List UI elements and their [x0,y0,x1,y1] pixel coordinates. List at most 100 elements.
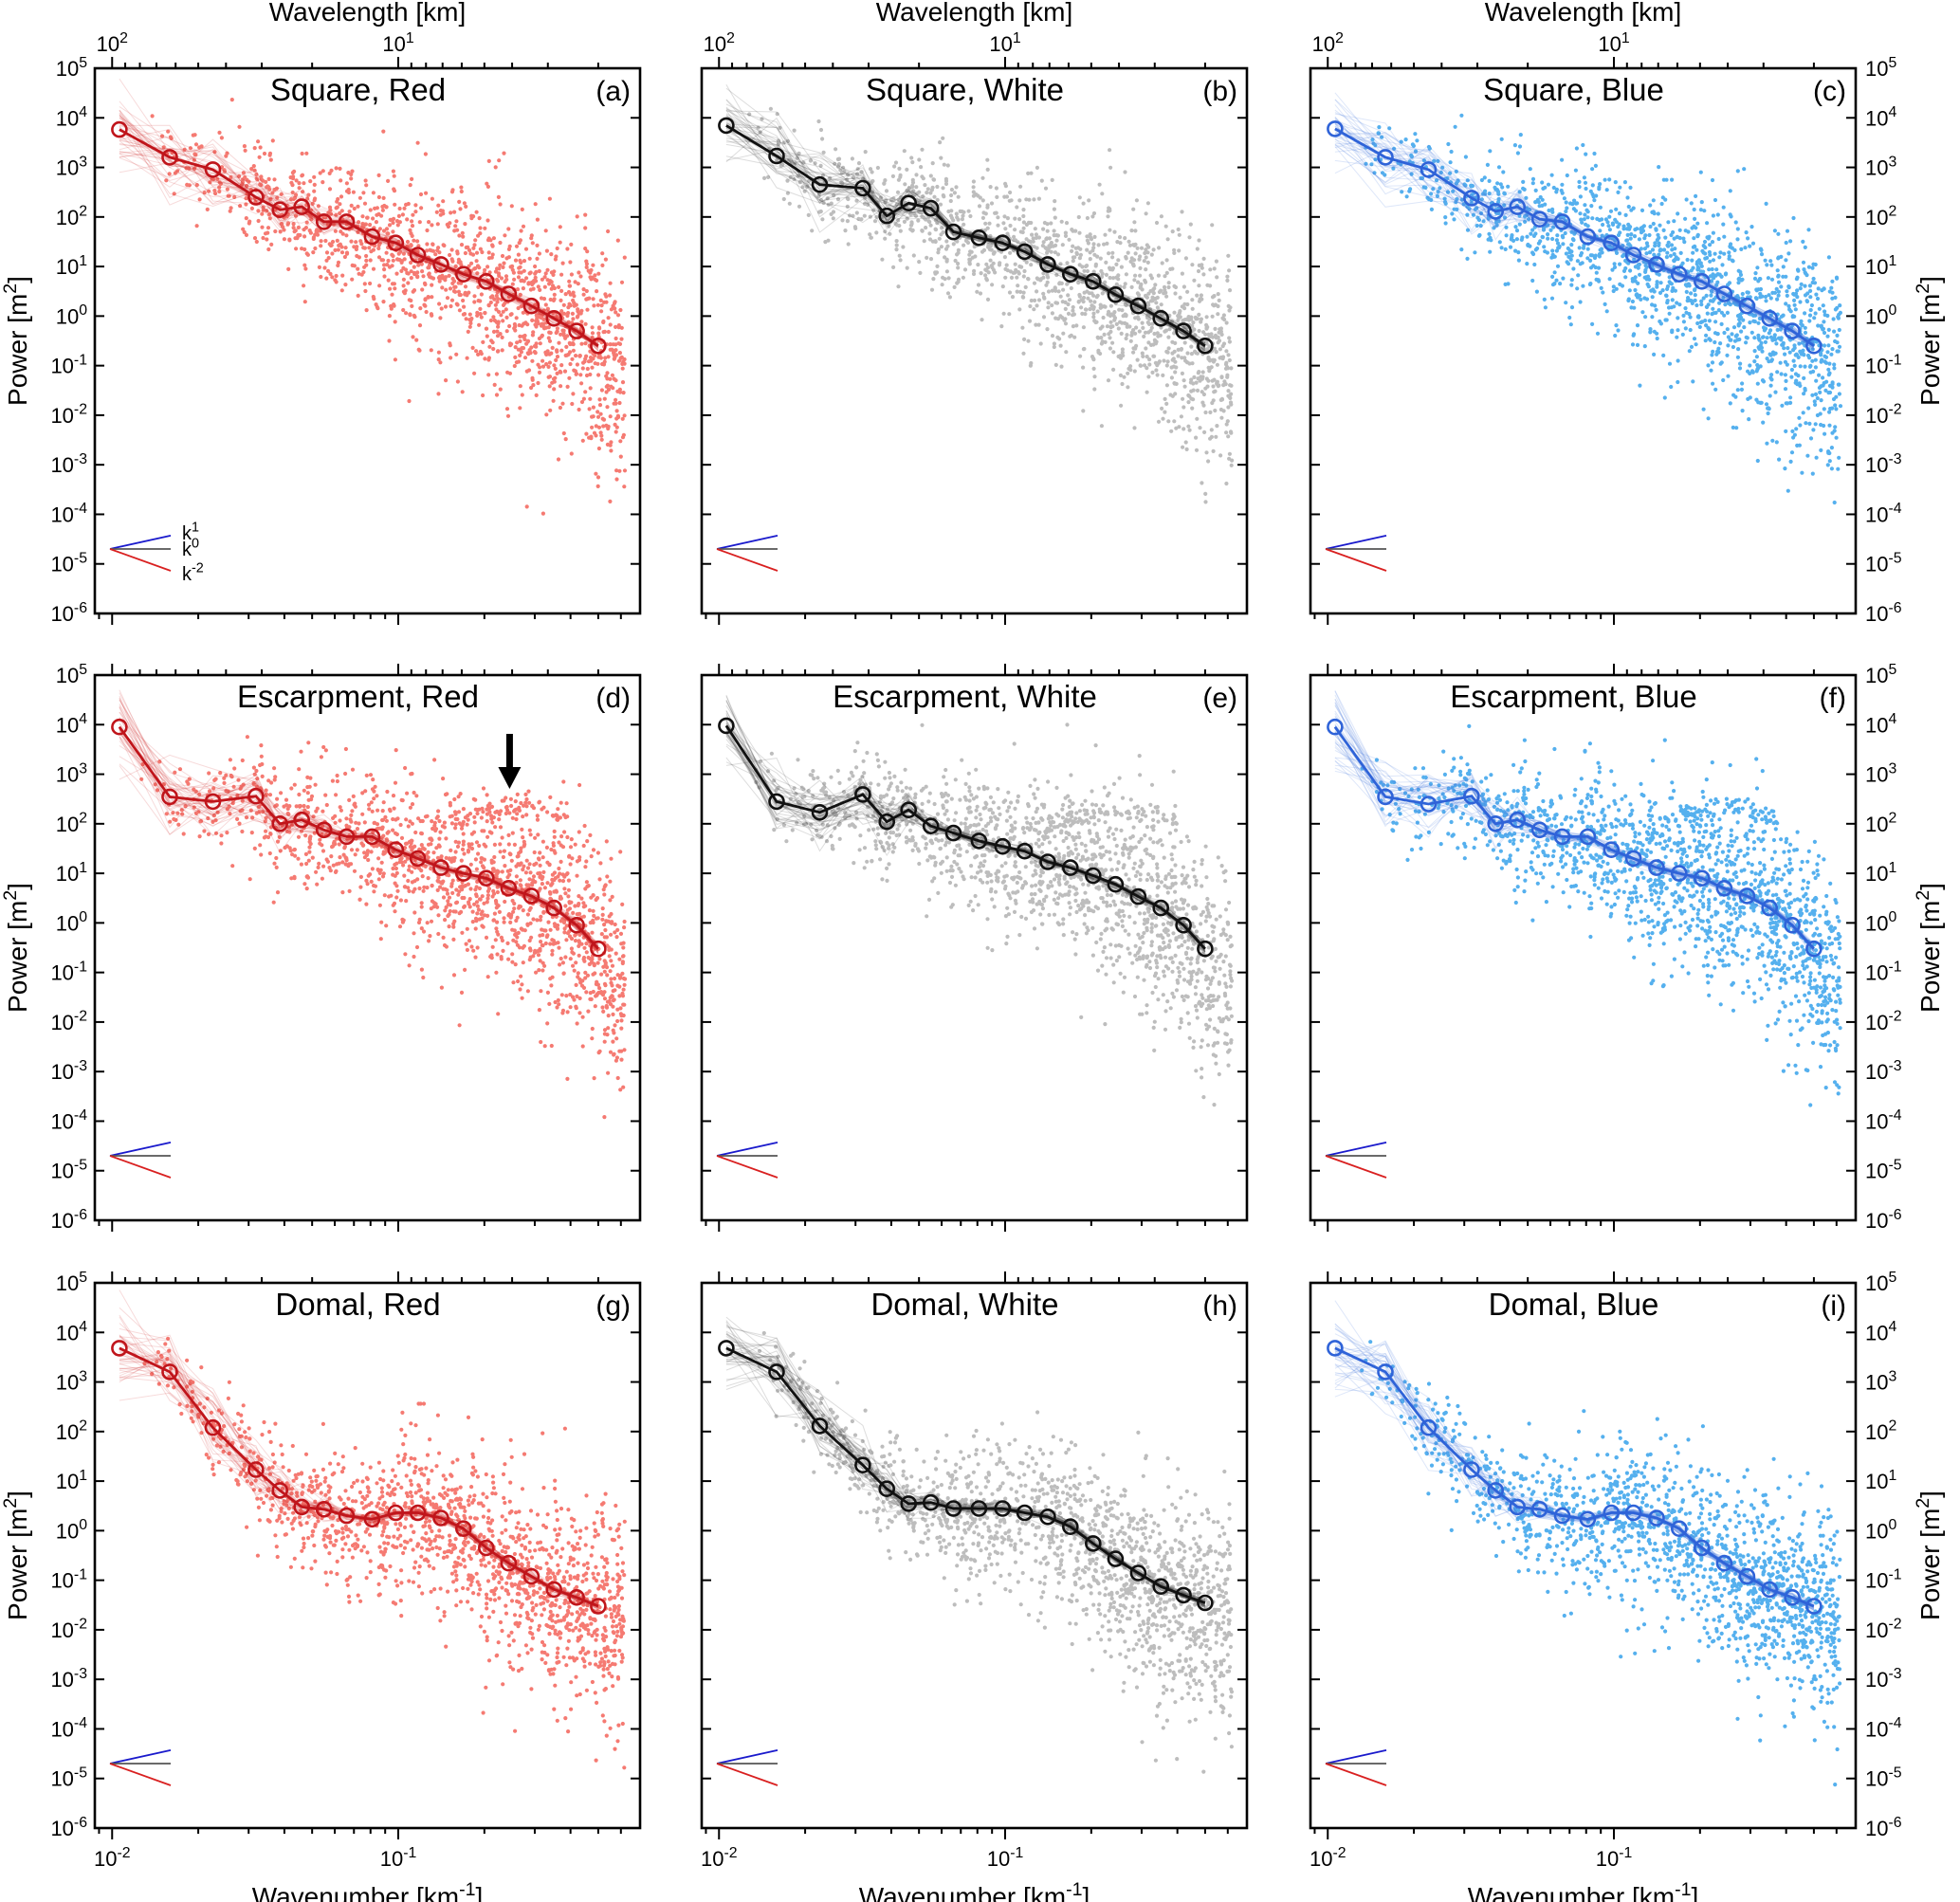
scatter-point [1761,420,1766,425]
scatter-point [1776,273,1781,278]
scatter-point [292,229,297,234]
scatter-point [590,325,595,330]
scatter-point [384,227,390,231]
scatter-point [1506,184,1511,189]
scatter-point [1650,315,1655,320]
scatter-point [258,145,263,150]
scatter-point [1081,409,1086,413]
scatter-point [1177,232,1181,237]
scatter-point [1146,340,1151,345]
scatter-point [1005,216,1010,221]
scatter-point [386,278,391,283]
scatter-point [522,259,527,264]
scatter-point [418,306,423,311]
scatter-point [472,243,477,247]
scatter-point [1652,289,1657,294]
scatter-point [505,413,511,418]
scatter-point [1603,217,1608,222]
scatter-point [976,283,981,287]
scatter-point [1053,215,1057,220]
scatter-point [1091,306,1096,311]
scatter-point [1076,214,1081,220]
scatter-point [1163,274,1167,279]
scatter-point [1554,248,1559,253]
scatter-point [863,150,868,155]
scatter-point [1552,270,1557,275]
scatter-point [330,251,335,256]
scatter-point [1819,448,1823,452]
scatter-point [1628,268,1633,273]
scatter-point [401,283,406,288]
scatter-point [1164,270,1169,275]
scatter-point [1088,250,1092,255]
y-tick-label: 100 [56,302,87,328]
scatter-point [1639,230,1644,235]
scatter-point [1568,322,1573,327]
scatter-point [1736,281,1741,285]
scatter-point [1825,334,1830,338]
scatter-point [1793,307,1798,312]
scatter-point [1731,425,1735,430]
scatter-point [1813,422,1818,427]
scatter-point [622,361,627,366]
scatter-point [474,349,479,354]
scatter-point [1785,293,1789,298]
scatter-point [555,326,560,331]
scatter-point [568,341,573,347]
scatter-point [1008,190,1013,195]
scatter-point [447,273,451,278]
scatter-point [1114,262,1119,266]
scatter-point [602,396,607,401]
scatter-point [1077,256,1082,261]
scatter-point [1582,217,1586,222]
scatter-point [321,215,326,220]
scatter-point [368,258,373,263]
scatter-point [1151,291,1156,296]
scatter-point [540,358,545,363]
scatter-point [1689,201,1694,206]
scatter-point [1669,243,1675,247]
scatter-point [1576,273,1581,278]
scatter-point [1610,221,1615,226]
scatter-point [1189,352,1194,357]
scatter-point [981,247,987,252]
scatter-point [988,233,993,239]
scatter-point [1702,239,1708,245]
scatter-point [1784,240,1788,246]
scatter-point [317,265,321,269]
scatter-point [1144,346,1148,351]
scatter-point [381,129,386,134]
scatter-point [1521,186,1526,191]
scatter-point [1154,301,1159,305]
binned-marker [271,201,289,218]
scatter-point [1752,336,1757,340]
scatter-point [780,162,785,167]
scatter-point [1227,456,1232,461]
scatter-point [1021,290,1026,295]
ensemble-line [119,120,599,350]
scatter-point [1516,250,1521,255]
scatter-point [1063,306,1068,311]
top-tick-label: 102 [704,30,735,56]
scatter-point [1805,453,1810,458]
scatter-point [1163,410,1167,414]
scatter-point [410,224,415,229]
scatter-point [1753,271,1758,276]
scatter-point [1708,259,1713,264]
scatter-point [1066,311,1072,316]
scatter-point [1776,231,1781,236]
scatter-point [514,244,520,248]
y-tick-label: 10-5 [1865,550,1902,576]
scatter-point [1195,388,1200,393]
scatter-point [1145,250,1150,255]
scatter-point [1036,196,1041,201]
scatter-point [1212,346,1218,351]
scatter-point [469,316,474,321]
scatter-point [473,238,478,243]
scatter-point [1450,211,1455,216]
scatter-point [1664,293,1669,298]
scatter-point [1027,239,1032,244]
scatter-point [1111,350,1116,355]
scatter-point [1180,271,1184,276]
scatter-point [259,176,264,182]
